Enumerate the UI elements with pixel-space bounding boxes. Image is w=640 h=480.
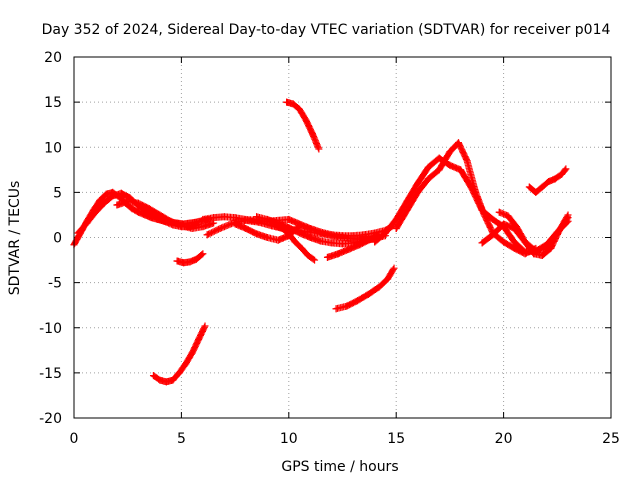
x-tick-labels: 0 5 10 15 20 25 (70, 431, 620, 447)
x-tick-label: 0 (70, 431, 79, 447)
x-tick-label: 10 (280, 431, 298, 447)
series-arc-dip-10 (272, 223, 319, 264)
chart-title: Day 352 of 2024, Sidereal Day-to-day VTE… (42, 22, 611, 38)
series-arc-peak-b (392, 139, 540, 258)
series-marker-trail (392, 139, 538, 258)
x-tick-label: 5 (177, 431, 186, 447)
y-tick-label: 0 (53, 231, 62, 247)
y-tick-label: 15 (44, 95, 62, 111)
series-arc-neg-8 (332, 264, 398, 313)
y-tick-label: 10 (44, 140, 62, 156)
y-tick-label: -5 (48, 276, 62, 292)
series-marker-trail (150, 323, 208, 386)
y-tick-label: -20 (39, 411, 62, 427)
series-arc-rise-neg2 (323, 231, 383, 261)
series-marker-trail (283, 98, 322, 152)
y-tick-label: -15 (39, 366, 62, 382)
series-marker-trail (495, 208, 571, 259)
series-arc-early-c (113, 197, 218, 232)
series-marker-trail (324, 231, 382, 261)
y-tick-labels: -20 -15 -10 -5 0 5 10 15 20 (39, 50, 62, 427)
data-points (70, 98, 572, 386)
x-tick-label: 15 (387, 431, 405, 447)
series-arc-small-neg (173, 250, 207, 267)
series-arc-deep-neg (149, 322, 209, 386)
series-marker-trail (113, 197, 216, 232)
y-tick-label: -10 (39, 321, 62, 337)
x-tick-label: 20 (495, 431, 513, 447)
x-axis-label: GPS time / hours (281, 459, 398, 475)
series-arc-late-d (495, 208, 572, 260)
y-axis-label: SDTVAR / TECUs (7, 181, 23, 296)
y-tick-label: 5 (53, 185, 62, 201)
plot-frame (73, 56, 612, 419)
series-arc-late-high (525, 165, 570, 196)
series-marker-trail (332, 266, 397, 313)
series-arc-high-15 (283, 98, 323, 153)
series-marker-trail (525, 166, 569, 196)
series-marker-trail (173, 251, 206, 267)
series-marker-trail (272, 223, 317, 263)
y-tick-label: 20 (44, 50, 62, 66)
x-tick-label: 25 (602, 431, 620, 447)
